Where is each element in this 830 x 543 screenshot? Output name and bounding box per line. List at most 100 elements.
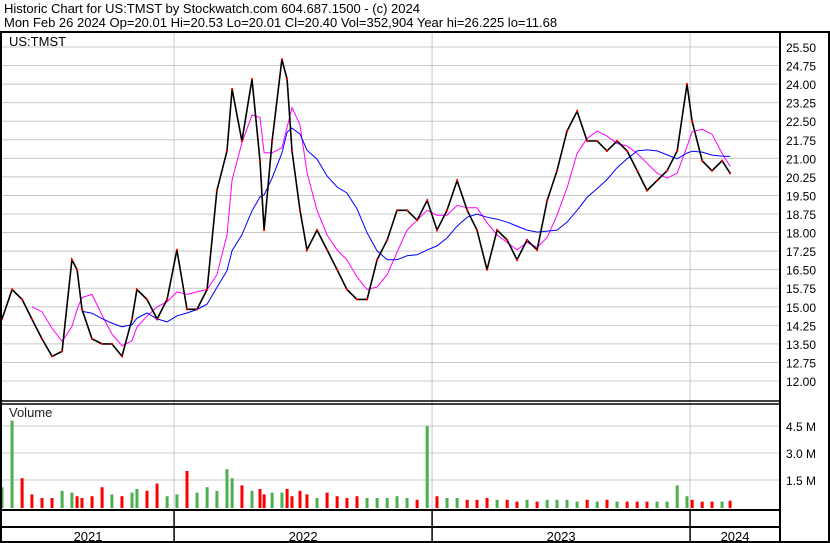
volume-bar [655, 501, 659, 508]
symbol-label: US:TMST [9, 34, 66, 49]
volume-bar [215, 490, 219, 508]
volume-bar [225, 469, 229, 508]
volume-bar [375, 498, 379, 508]
year-label: 2022 [289, 529, 318, 543]
volume-bar [50, 498, 54, 508]
volume-bar [258, 489, 262, 508]
volume-bar [10, 420, 14, 508]
price-point [131, 318, 134, 321]
volume-bar [385, 498, 389, 508]
price-point [206, 288, 209, 291]
price-tick-label: 24.00 [786, 78, 816, 92]
price-point [280, 58, 283, 61]
price-point [666, 169, 669, 172]
price-tick-label: 13.50 [786, 338, 816, 352]
volume-bar [595, 501, 599, 508]
price-point [76, 268, 79, 271]
volume-bar [665, 501, 669, 508]
volume-bar [605, 499, 609, 508]
volume-bar [250, 490, 254, 508]
volume-bar [565, 499, 569, 508]
price-point [286, 78, 289, 81]
price-point [21, 298, 24, 301]
price-point [51, 355, 54, 358]
price-point [305, 248, 308, 251]
price-point [676, 149, 679, 152]
price-tick-label: 17.25 [786, 245, 816, 259]
price-point [656, 179, 659, 182]
price-series [1, 58, 732, 359]
volume-bar [710, 501, 714, 508]
price-tick-label: 15.75 [786, 282, 816, 296]
price-point [326, 248, 329, 251]
volume-bar [545, 499, 549, 508]
price-point [711, 169, 714, 172]
moving-average-line [81, 127, 731, 328]
price-tick-label: 16.50 [786, 264, 816, 278]
volume-bar [415, 499, 419, 508]
price-point [215, 189, 218, 192]
volume-bar [700, 501, 704, 508]
volume-bar [475, 499, 479, 508]
price-point [240, 140, 243, 143]
price-point [225, 149, 228, 152]
price-tick-label: 20.25 [786, 171, 816, 185]
price-point [120, 355, 123, 358]
price-point [386, 238, 389, 241]
price-point [616, 140, 619, 143]
price-point [555, 169, 558, 172]
price-point [11, 288, 14, 291]
price-tick-label: 24.75 [786, 60, 816, 74]
volume-bar [575, 501, 579, 508]
price-point [701, 159, 704, 162]
price-point [566, 130, 569, 133]
volume-bar [690, 499, 694, 508]
price-point [526, 238, 529, 241]
volume-bar [585, 499, 589, 508]
price-point [646, 189, 648, 192]
volume-bar [75, 496, 79, 508]
volume-bar [685, 496, 689, 508]
price-point [298, 209, 301, 212]
price-tick-label: 14.25 [786, 319, 816, 333]
volume-bar [525, 499, 529, 508]
price-point [61, 350, 64, 353]
price-point [475, 229, 478, 232]
price-tick-label: 21.00 [786, 152, 816, 166]
volume-bar [230, 478, 234, 508]
price-point [691, 120, 694, 123]
moving-average-line [31, 106, 731, 347]
volume-bar [405, 498, 409, 508]
volume-label: Volume [9, 405, 52, 420]
volume-bars [0, 420, 732, 508]
volume-bar [515, 501, 519, 508]
price-point [259, 159, 261, 162]
price-point [636, 169, 639, 172]
price-point [546, 199, 549, 202]
volume-bar [455, 498, 459, 508]
price-point [376, 258, 379, 261]
volume-bar [395, 496, 399, 508]
volume-bar [495, 499, 499, 508]
volume-bar [70, 492, 74, 508]
volume-bar [110, 494, 114, 508]
price-point [175, 248, 178, 251]
price-point [515, 258, 518, 261]
volume-bar [298, 490, 302, 508]
price-point [196, 308, 199, 311]
volume-bar [325, 492, 329, 508]
quote-summary: Mon Feb 26 2024 Op=20.01 Hi=20.53 Lo=20.… [4, 15, 558, 30]
price-point [145, 298, 148, 301]
volume-bar [30, 494, 34, 508]
year-label: 2021 [74, 529, 103, 543]
volume-bar [135, 489, 139, 508]
volume-bar [185, 471, 189, 508]
price-tick-label: 23.25 [786, 97, 816, 111]
year-label: 2023 [547, 529, 576, 543]
price-point [406, 209, 409, 212]
price-point [456, 179, 459, 182]
volume-tick-label: 4.5 M [786, 420, 816, 434]
price-tick-label: 15.00 [786, 301, 816, 315]
volume-bar [728, 500, 732, 508]
volume-bar [535, 501, 539, 508]
